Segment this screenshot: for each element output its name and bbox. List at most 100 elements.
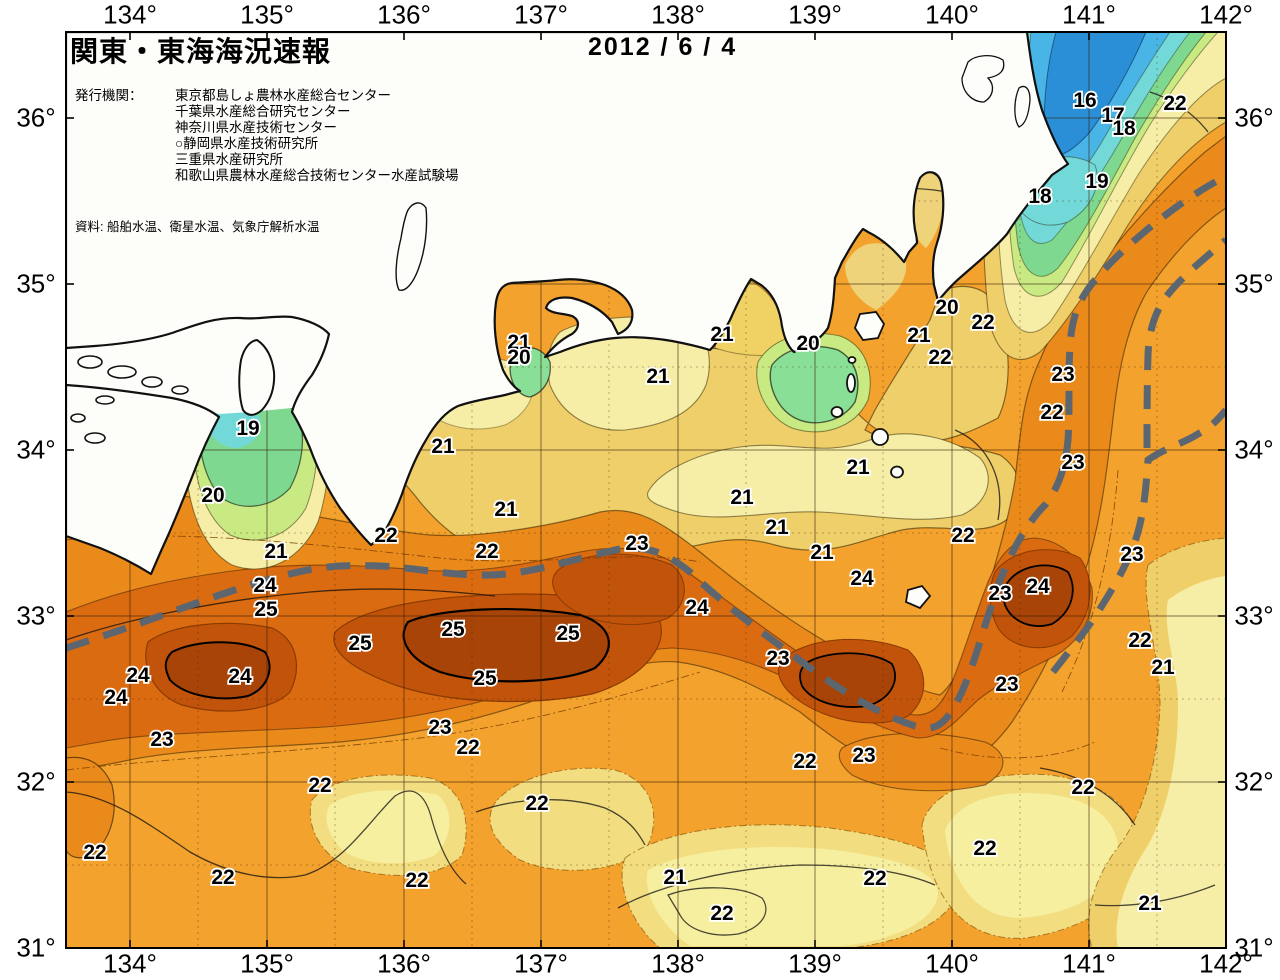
intermediate-contours: [66, 469, 1119, 771]
core-25-w: [164, 641, 271, 700]
band-21-east-core: [1116, 576, 1226, 948]
temp-label: 22: [475, 540, 498, 563]
axis-ticks: [66, 32, 1227, 949]
temp-label: 24: [253, 574, 277, 597]
temp-label: 22: [973, 837, 996, 860]
issuer-list: 東京都島しょ農林水産総合センター 千葉県水産総合研究センター 神奈川県水産技術センタ…: [175, 88, 459, 184]
seto-islands: [70, 355, 189, 444]
temp-label: 21: [663, 866, 687, 889]
temp-label: 24: [126, 664, 150, 687]
axis-tick-label: 138°: [651, 948, 705, 979]
temp-label: 21: [494, 498, 518, 521]
axis-tick-label: 136°: [377, 0, 431, 30]
temp-label: 21: [507, 331, 531, 354]
temp-label: 22: [211, 866, 234, 889]
issuer-item: 千葉県水産総合研究センター: [175, 104, 351, 119]
kii-18-cyan: [208, 408, 261, 448]
temp-label: 22: [83, 841, 106, 864]
axis-tick-label: 142°: [1199, 0, 1253, 30]
temp-label: 21: [710, 323, 734, 346]
issuer-item: 三重県水産研究所: [175, 152, 283, 167]
axis-tick-label: 135°: [240, 948, 294, 979]
issuer-block: 発行機関： 東京都島しょ農林水産総合センター 千葉県水産総合研究センター 神奈川県水…: [75, 88, 459, 184]
patch-21-se-core: [945, 793, 1119, 918]
temp-label: 21: [1138, 892, 1162, 915]
temp-label: 17: [1101, 104, 1124, 127]
temp-label: 22: [928, 346, 951, 369]
temp-label: 21: [810, 541, 834, 564]
half-degree-grid: [66, 32, 1226, 948]
temp-label: 23: [150, 728, 173, 751]
temp-label: 22: [374, 524, 397, 547]
temp-label: 20: [507, 346, 530, 369]
axis-tick-label: 135°: [240, 0, 294, 30]
core-25-c: [402, 608, 610, 683]
issuer-label: 発行機関：: [75, 88, 143, 103]
patch-21-sc-core: [646, 846, 938, 946]
core-16-ne: [1043, 32, 1147, 157]
temp-label: 21: [1151, 656, 1175, 679]
core-21-b: [646, 433, 989, 520]
temp-label: 20: [935, 296, 958, 319]
temp-label: 23: [1061, 451, 1084, 474]
temp-label: 22: [456, 736, 479, 759]
temp-label: 22: [1071, 776, 1094, 799]
temp-label: 21: [264, 540, 288, 563]
axis-tick-label: 139°: [788, 0, 842, 30]
temp-label: 23: [988, 582, 1011, 605]
axis-tick-label: 140°: [925, 0, 979, 30]
issuer-item: 神奈川県水産技術センター: [175, 120, 337, 135]
awaji-island: [238, 338, 276, 416]
temp-label: 20: [796, 332, 819, 355]
map-frame: [65, 31, 1227, 949]
axis-tick-label: 134°: [103, 948, 157, 979]
temp-label: 21: [846, 456, 870, 479]
temp-label: 25: [348, 632, 372, 655]
temp-label: 23: [428, 716, 451, 739]
temp-label: 24: [1026, 575, 1050, 598]
temp-label: 21: [730, 486, 754, 509]
issuer-item: 和歌山県農林水産総合技術センター水産試験場: [175, 168, 459, 183]
temp-label: 25: [254, 598, 278, 621]
temp-label: 24: [850, 567, 874, 590]
temp-label: 18: [1028, 185, 1052, 208]
temp-label: 23: [852, 744, 875, 767]
temp-label: 23: [766, 647, 789, 670]
temp-label: 22: [308, 774, 331, 797]
axis-tick-label: 36°: [1234, 102, 1274, 133]
temp-label: 22: [1040, 401, 1063, 424]
temp-label: 21: [907, 324, 931, 347]
patch-21-sw-core: [326, 790, 450, 864]
honshu-landmass: [66, 32, 1070, 547]
izu-islands: [830, 311, 932, 610]
issuer-item: 東京都島しょ農林水産総合センター: [175, 88, 391, 103]
axis-tick-label: 141°: [1062, 0, 1116, 30]
axis-tick-label: 34°: [1234, 434, 1274, 465]
temp-label: 25: [556, 622, 580, 645]
temp-label: 21: [431, 435, 455, 458]
lake-biwa: [395, 202, 428, 291]
temp-label: 22: [1163, 92, 1186, 115]
axis-tick-label: 35°: [16, 268, 56, 299]
axis-tick-label: 139°: [788, 948, 842, 979]
temp-label: 22: [1128, 629, 1151, 652]
sagami-bay-fill: [845, 243, 907, 310]
temp-label: 23: [1051, 363, 1074, 386]
temp-label: 24: [685, 596, 709, 619]
axis-tick-label: 32°: [16, 766, 56, 797]
axis-tick-label: 138°: [651, 0, 705, 30]
axis-tick-label: 137°: [514, 948, 568, 979]
axis-tick-label: 137°: [514, 0, 568, 30]
temp-label: 23: [1120, 543, 1143, 566]
temp-label: 16: [1073, 89, 1096, 112]
temp-label: 23: [995, 673, 1018, 696]
axis-tick-label: 34°: [16, 434, 56, 465]
temp-label: 22: [710, 902, 733, 925]
shikoku-landmass: [66, 383, 221, 576]
temp-label: 22: [863, 867, 886, 890]
temp-label: 25: [473, 667, 497, 690]
temp-label: 24: [104, 686, 128, 709]
